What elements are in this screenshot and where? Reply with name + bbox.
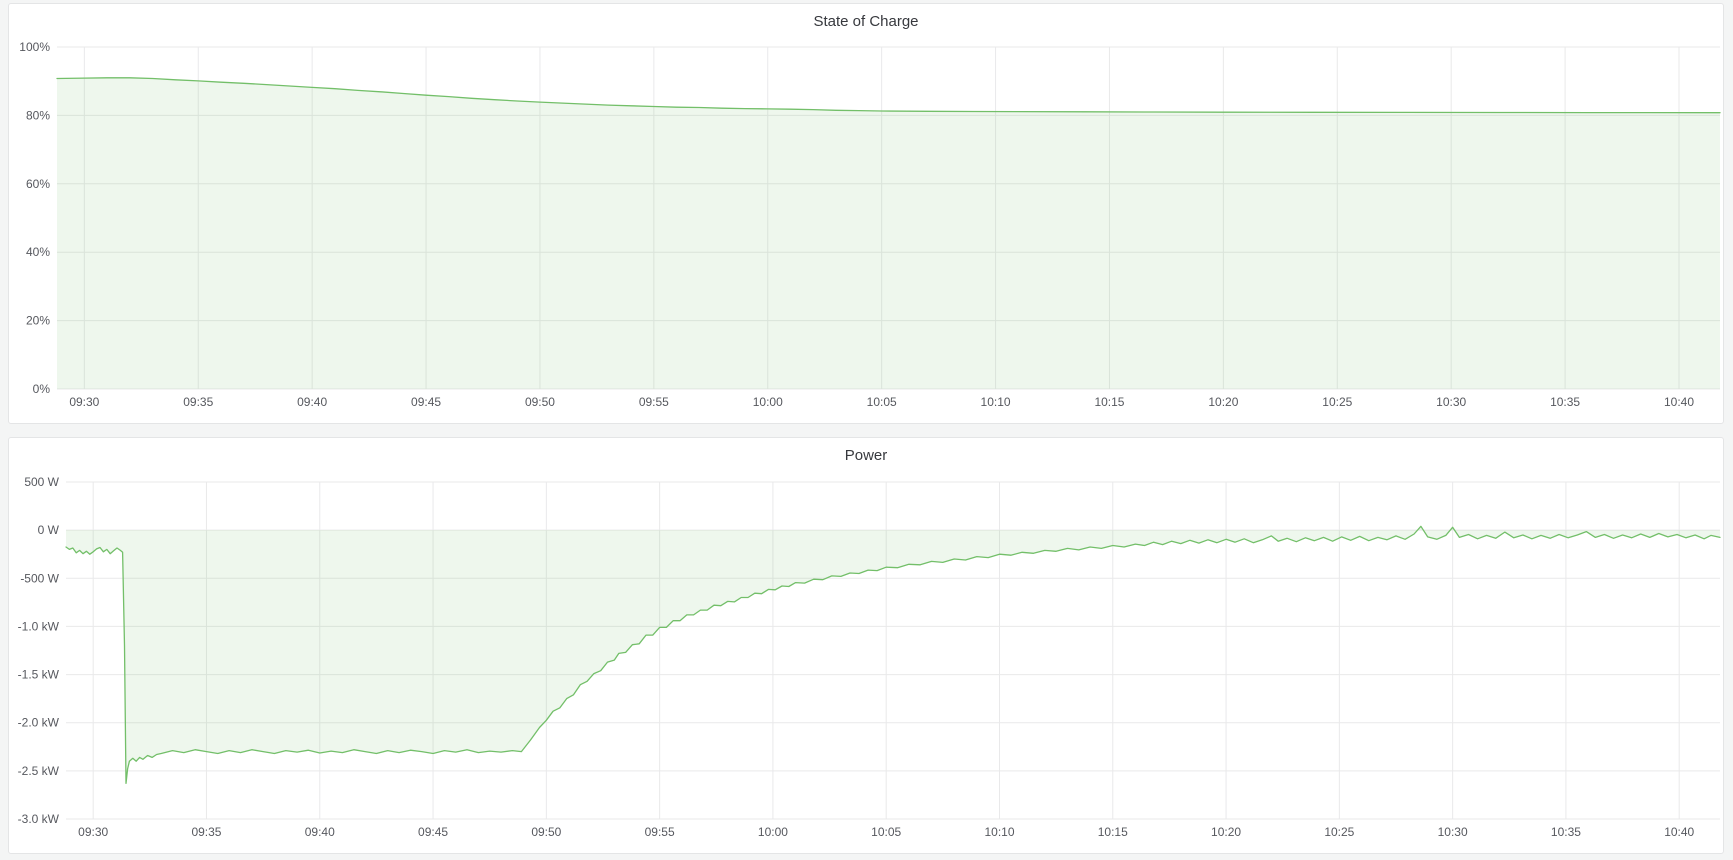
power-svg[interactable]: 500 W 0 W -500 W -1.0 kW -1.5 kW -2.0 kW -2.5 … (9, 438, 1723, 853)
y-tick-label: -3.0 kW (18, 812, 60, 826)
y-tick-label: 20% (26, 314, 50, 328)
x-tick-label: 10:15 (1094, 395, 1124, 409)
x-axis-labels: 09:30 09:35 09:40 09:45 09:50 09:55 10:00 10:05… (69, 395, 1694, 409)
y-tick-label: 0% (33, 382, 51, 396)
power-chart[interactable]: 500 W 0 W -500 W -1.0 kW -1.5 kW -2.0 kW -2.5 … (9, 438, 1723, 853)
x-tick-label: 10:20 (1208, 395, 1238, 409)
x-tick-label: 09:55 (639, 395, 669, 409)
x-tick-label: 10:10 (984, 825, 1014, 839)
series-fill (66, 526, 1720, 784)
grid (66, 481, 1720, 820)
x-tick-label: 10:30 (1438, 825, 1468, 839)
x-tick-label: 10:35 (1550, 395, 1580, 409)
y-axis-labels: 0% 20% 40% 60% 80% 100% (19, 40, 50, 396)
y-tick-label: -2.5 kW (18, 764, 60, 778)
x-tick-label: 10:10 (981, 395, 1011, 409)
series-line (65, 525, 1721, 785)
x-tick-label: 09:50 (525, 395, 555, 409)
grid (57, 46, 1720, 390)
x-tick-label: 09:40 (305, 825, 335, 839)
x-tick-label: 10:15 (1098, 825, 1128, 839)
y-tick-label: 60% (26, 177, 50, 191)
state-of-charge-svg[interactable]: 0%20%40%60%80%100%09:30 09:35 09:40 09:45 09… (9, 4, 1723, 423)
y-tick-label: 80% (26, 108, 50, 122)
x-tick-label: 10:00 (753, 395, 783, 409)
panel-title-power[interactable]: Power (844, 446, 888, 464)
x-axis-labels: 09:30 09:35 09:40 09:45 09:50 09:55 10:00 10:05… (78, 825, 1694, 839)
x-tick-label: 09:45 (411, 395, 441, 409)
y-tick-label: -500 W (20, 571, 59, 585)
x-tick-label: 09:50 (531, 825, 561, 839)
panel-power: Power 500 W 0 W -500 W -1.0 kW -1.5 kW -2.0 k… (8, 437, 1724, 854)
y-tick-label: -1.5 kW (18, 668, 60, 682)
y-tick-label: 500 W (24, 475, 59, 489)
panel-state-of-charge: State of Charge 0% 20% 40% 60% 80% 100% 09:30 0… (8, 3, 1724, 424)
x-tick-label: 09:55 (645, 825, 675, 839)
state-of-charge-chart[interactable]: 0% 20% 40% 60% 80% 100% 09:30 09:35 09:40 09:45 09… (9, 4, 1723, 423)
x-tick-label: 10:00 (758, 825, 788, 839)
x-tick-label: 10:35 (1551, 825, 1581, 839)
series-line (56, 77, 1721, 114)
x-tick-label: 10:20 (1211, 825, 1241, 839)
x-tick-label: 10:40 (1664, 825, 1694, 839)
x-tick-label: 09:45 (418, 825, 448, 839)
y-tick-label: 0 W (38, 523, 60, 537)
y-tick-label: 40% (26, 245, 50, 259)
y-tick-label: -2.0 kW (18, 716, 60, 730)
x-tick-label: 10:40 (1664, 395, 1694, 409)
series-fill (57, 77, 1720, 390)
x-tick-label: 10:05 (871, 825, 901, 839)
x-tick-label: 10:25 (1322, 395, 1352, 409)
y-tick-label: 100% (19, 40, 50, 54)
x-tick-label: 09:35 (191, 825, 221, 839)
x-tick-label: 09:30 (69, 395, 99, 409)
y-axis-labels: 500 W 0 W -500 W -1.0 kW -1.5 kW -2.0 kW -2.5 … (18, 475, 60, 826)
x-tick-label: 10:25 (1324, 825, 1354, 839)
x-tick-label: 09:35 (183, 395, 213, 409)
x-tick-label: 10:30 (1436, 395, 1466, 409)
y-tick-label: -1.0 kW (18, 619, 60, 633)
x-tick-label: 09:30 (78, 825, 108, 839)
x-tick-label: 10:05 (867, 395, 897, 409)
x-tick-label: 09:40 (297, 395, 327, 409)
panel-title-state-of-charge[interactable]: State of Charge (813, 12, 919, 30)
